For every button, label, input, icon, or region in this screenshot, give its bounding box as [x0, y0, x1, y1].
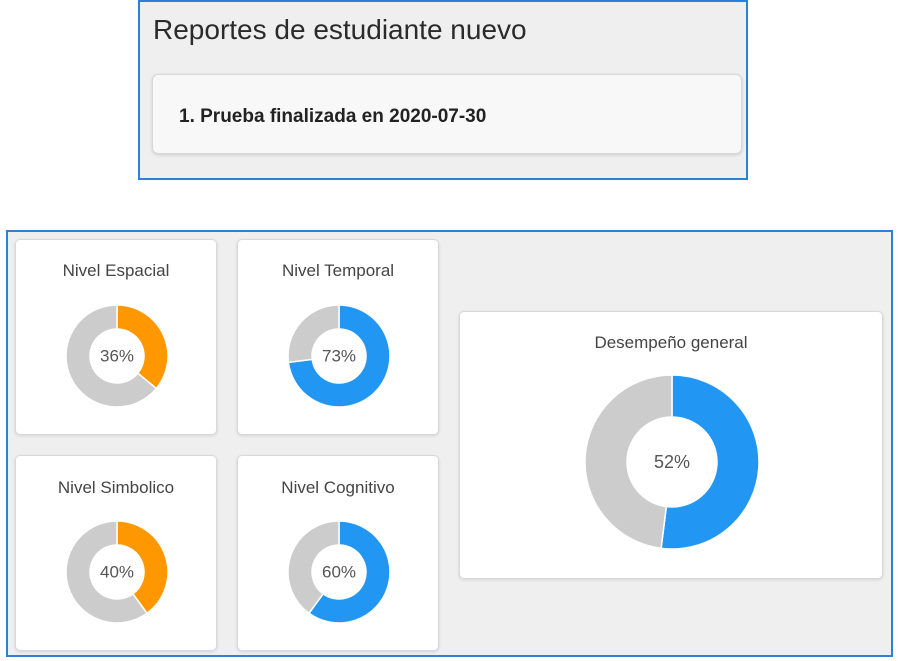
chart-title: Nivel Temporal — [281, 261, 395, 280]
donut-chart: 36% — [65, 304, 169, 408]
donut-chart: 52% — [584, 374, 760, 550]
donut-chart: 60% — [287, 520, 391, 624]
donut-chart: 40% — [65, 520, 169, 624]
donut-slice-remainder — [287, 304, 340, 364]
report-item-card[interactable]: 1. Prueba finalizada en 2020-07-30 — [152, 74, 742, 154]
donut-center-label: 60% — [322, 563, 356, 582]
donut-slice-value — [116, 520, 169, 615]
donut-slice-remainder — [584, 374, 673, 550]
donut-slice-remainder — [65, 520, 149, 624]
header-panel: Reportes de estudiante nuevo 1. Prueba f… — [138, 0, 748, 180]
donut-slice-value — [116, 304, 169, 390]
chart-card-nivel-espacial: Nivel Espacial 36% — [15, 239, 217, 435]
chart-card-nivel-cognitivo: Nivel Cognitivo 60% — [237, 455, 439, 651]
donut-center-label: 36% — [100, 347, 134, 366]
donut-center-label: 52% — [654, 452, 690, 472]
donut-center-label: 73% — [322, 347, 356, 366]
donut-slice-remainder — [65, 304, 158, 408]
chart-card-nivel-simbolico: Nivel Simbolico 40% — [15, 455, 217, 651]
chart-title: Nivel Simbolico — [57, 478, 175, 497]
donut-slice-value — [660, 374, 760, 550]
donut-center-label: 40% — [100, 563, 134, 582]
chart-card-desempeno-general: Desempeño general 52% — [459, 311, 883, 579]
page-title: Reportes de estudiante nuevo — [153, 14, 527, 45]
donut-slice-value — [307, 520, 391, 624]
donut-slice-remainder — [287, 520, 340, 615]
donut-slice-value — [287, 304, 391, 408]
chart-title: Desempeño general — [594, 333, 748, 352]
chart-title: Nivel Cognitivo — [281, 478, 395, 497]
donut-chart: 73% — [287, 304, 391, 408]
report-item-label[interactable]: 1. Prueba finalizada en 2020-07-30 — [179, 106, 487, 127]
charts-panel: Nivel Espacial 36% Nivel Temporal 73% Ni… — [6, 230, 893, 657]
chart-title: Nivel Espacial — [62, 261, 170, 280]
chart-card-nivel-temporal: Nivel Temporal 73% — [237, 239, 439, 435]
